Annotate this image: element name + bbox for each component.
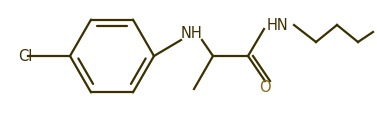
- Text: Cl: Cl: [18, 49, 32, 64]
- Text: O: O: [259, 80, 271, 95]
- Text: HN: HN: [267, 18, 289, 33]
- Text: NH: NH: [180, 26, 202, 41]
